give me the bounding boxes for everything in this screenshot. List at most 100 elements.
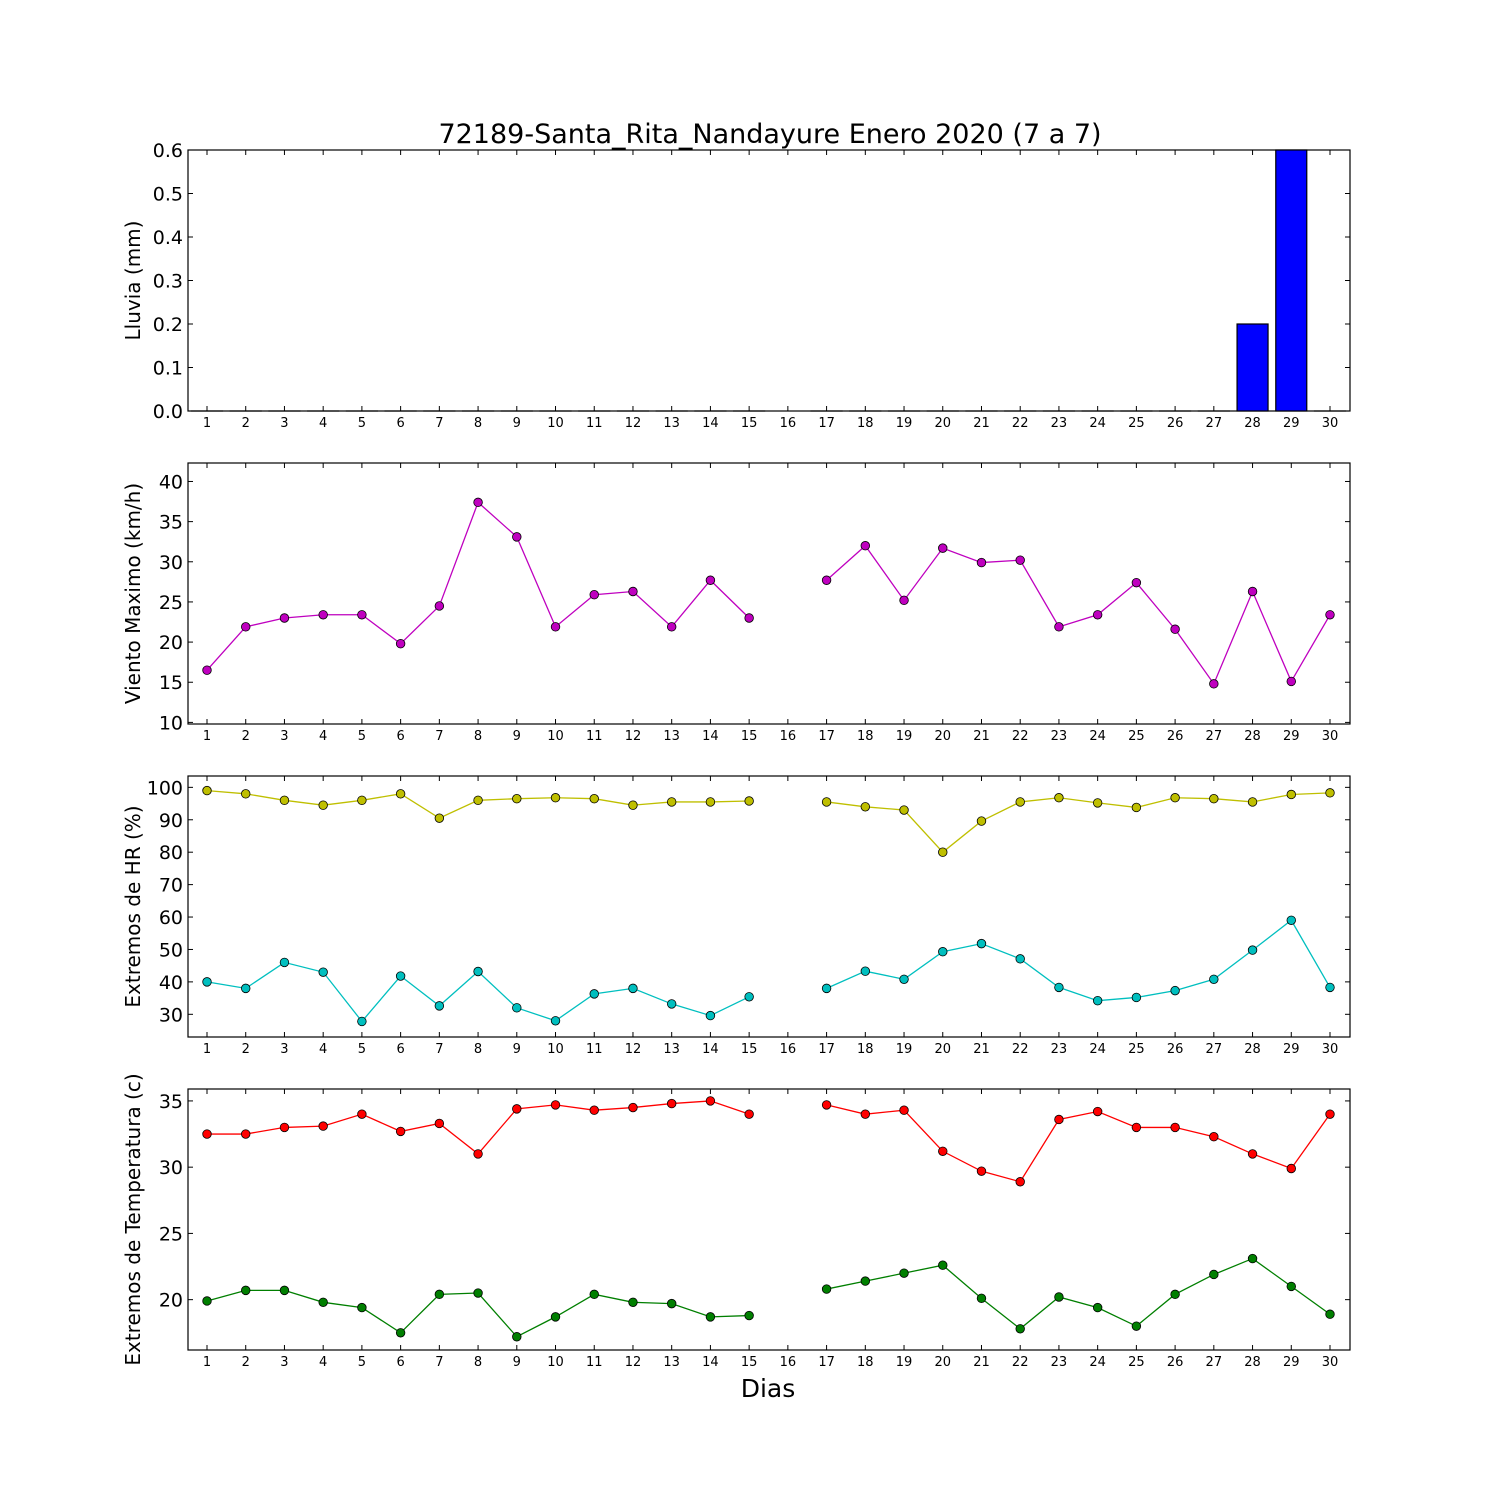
panel-rain-xtick-label: 2 [242,416,250,431]
panel-wind-xtick-label: 2 [242,729,250,744]
panel-wind-series-0-point [1054,622,1064,632]
panel-rain-xtick-label: 14 [702,416,719,431]
panel-temperature-xtick-label: 17 [818,1355,835,1370]
panel-wind-xtick-label: 29 [1283,729,1300,744]
panel-rain-xtick-label: 25 [1128,416,1145,431]
panel-humidity-series-0-line [826,792,1331,854]
panel-humidity-series-1-point [1209,974,1219,984]
panel-temperature-xtick-label: 21 [973,1355,990,1370]
panel-humidity-series-0-point [241,789,251,799]
panel-humidity-xtick-label: 28 [1244,1042,1261,1057]
panel-wind-xtick-label: 21 [973,729,990,744]
panel-humidity-series-0-point [202,785,212,796]
panel-humidity-xtick-label: 18 [857,1042,874,1057]
panel-temperature-series-0-point [666,1098,677,1109]
panel-temperature-series-0-point [899,1105,909,1115]
panel-temperature-xtick-label: 23 [1051,1355,1068,1370]
panel-rain-xtick-label: 22 [1012,416,1029,431]
panel-humidity-ytick-label: 70 [159,875,183,897]
panel-temperature-ytick-label: 20 [159,1290,183,1312]
panel-rain-xtick-label: 11 [586,416,603,431]
panel-temperature-frame [187,1088,1351,1351]
panel-wind-xtick-label: 8 [474,729,482,744]
panel-wind-series-0-point [1092,610,1103,620]
panel-wind-series-0-point [628,586,638,597]
panel-temperature-series-1-point [1247,1253,1258,1264]
panel-temperature-xtick-label: 26 [1167,1355,1184,1370]
panel-humidity-series-1-point [512,1003,522,1013]
panel-humidity-xtick-label: 14 [702,1042,719,1057]
panel-temperature-series-0-point [550,1100,561,1110]
panel-wind-series-0-point [357,610,367,620]
panel-humidity-series-1-point [1286,915,1296,925]
panel-temperature-series-1-point [473,1288,483,1298]
panel-wind-xtick-label: 19 [896,729,913,744]
panel-humidity-series-1-point [279,957,290,968]
panel-rain-xtick-label: 17 [818,416,835,431]
panel-temperature-series-1-point [938,1260,948,1270]
panel-wind-xtick-label: 12 [625,729,642,744]
panel-wind-series-0-point [1170,624,1180,634]
panel-temperature-series-0-point [705,1096,716,1106]
rain-bar [1275,149,1308,412]
panel-rain-xtick-label: 7 [435,416,443,431]
panel-humidity-ytick-label: 50 [159,939,183,961]
panel-temperature-series-1-point [318,1297,328,1308]
panel-temperature-ytick-label: 35 [159,1091,183,1113]
panel-temperature-series-0-point [976,1166,987,1176]
panel-temperature-series-0-point [241,1129,251,1139]
panel-wind-xtick-label: 17 [818,729,835,744]
panel-temperature-xtick-label: 8 [474,1355,482,1370]
panel-humidity-series-0-point [1247,797,1258,807]
panel-temperature-xtick-label: 11 [586,1355,603,1370]
panel-temperature-ytick-label: 25 [159,1223,183,1245]
panel-humidity-series-0-point [318,800,328,810]
panel-wind-series-0-point [473,497,483,508]
panel-rain-xtick-label: 3 [280,416,288,431]
panel-temperature-series-1-point [1170,1289,1180,1300]
panel-humidity-xtick-label: 4 [319,1042,327,1057]
panel-wind-xtick-label: 3 [280,729,288,744]
panel-wind-xtick-label: 11 [586,729,603,744]
panel-temperature-xtick-label: 20 [934,1355,951,1370]
panel-humidity-series-1-point [1054,982,1064,993]
panel-temperature-series-1-point [705,1312,716,1322]
panel-humidity-series-0-point [1286,789,1296,800]
panel-temperature-series-1-point [976,1293,987,1304]
panel-humidity-series-1-point [395,971,406,981]
panel-humidity-series-0-point [976,816,987,826]
panel-wind-xtick-label: 28 [1244,729,1261,744]
panel-temperature-series-1-point [1131,1321,1142,1331]
panel-temperature-series-0-point [202,1129,212,1139]
panel-wind-series-0-point [279,613,290,623]
panel-humidity-series-0-point [1131,802,1142,813]
panel-rain-xtick-label: 23 [1051,416,1068,431]
panel-humidity-frame [187,775,1351,1038]
panel-wind-xtick-label: 15 [741,729,758,744]
panel-wind-xtick-label: 20 [934,729,951,744]
panel-temperature-series-0-point [1209,1131,1219,1142]
panel-temperature-series-1-point [550,1312,561,1322]
panel-humidity-xtick-label: 22 [1012,1042,1029,1057]
panel-humidity-ytick-label: 80 [159,842,183,864]
panel-temperature-series-0-point [1015,1177,1025,1187]
panel-humidity-ytick-label: 60 [159,907,183,929]
panel-wind-series-0-point [318,610,328,620]
panel-temperature-xtick-label: 9 [513,1355,521,1370]
panel-temperature-series-0-point [744,1109,754,1119]
panel-humidity-xtick-label: 10 [547,1042,564,1057]
panel-humidity-xtick-label: 9 [513,1042,521,1057]
panel-rain-xtick-label: 24 [1089,416,1106,431]
panel-rain-xtick-label: 6 [396,416,404,431]
panel-wind-series-0-point [899,595,909,606]
panel-temperature-xtick-label: 5 [358,1355,366,1370]
panel-wind-series-0-point [744,613,754,623]
panel-wind-xtick-label: 22 [1012,729,1029,744]
panel-temperature-series-0-line [826,1104,1331,1183]
panel-wind-xtick-label: 16 [780,729,797,744]
panel-temperature-series-0-point [589,1105,599,1115]
panel-humidity-xtick-label: 26 [1167,1042,1184,1057]
panel-temperature-xtick-label: 3 [280,1355,288,1370]
